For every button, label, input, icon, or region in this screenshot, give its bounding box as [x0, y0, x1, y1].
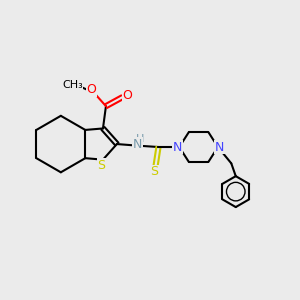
- Text: S: S: [98, 158, 106, 172]
- Text: O: O: [86, 83, 96, 96]
- Text: N: N: [173, 140, 182, 154]
- Text: CH₃: CH₃: [62, 80, 83, 90]
- Text: S: S: [150, 165, 158, 178]
- Text: O: O: [123, 89, 133, 102]
- Text: N: N: [215, 140, 224, 154]
- Text: N: N: [133, 138, 142, 151]
- Text: H: H: [136, 134, 144, 144]
